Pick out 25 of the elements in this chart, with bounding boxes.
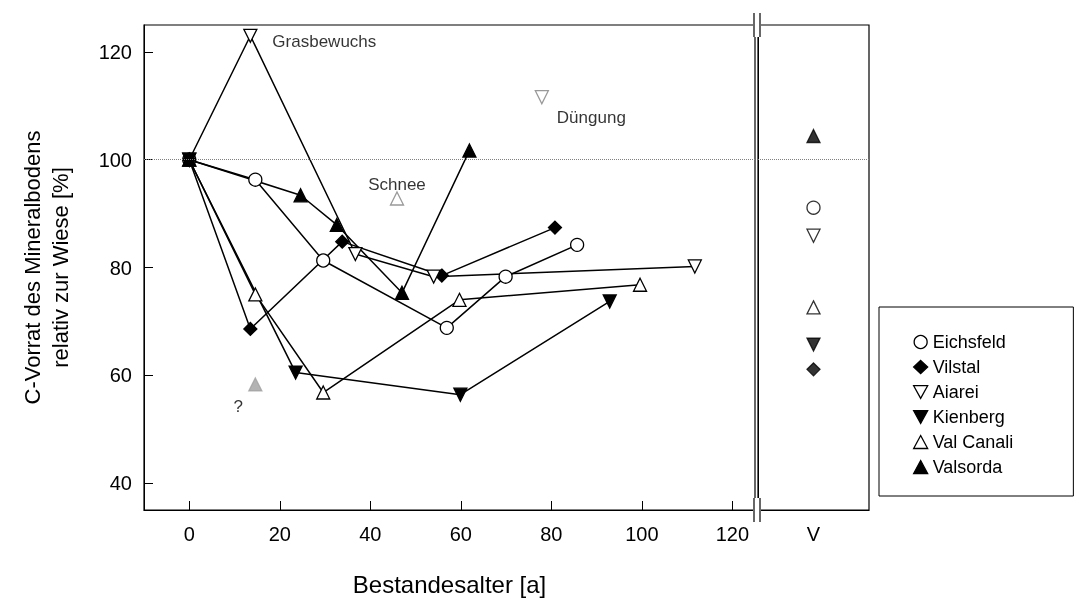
x-tick-label: 40 [359, 523, 382, 545]
annotation: ? [233, 397, 244, 417]
legend-label: Eichsfeld [932, 332, 1006, 352]
y-axis-title: C-Vorrat des Mineralbodens relativ zur Wiese [%] [19, 130, 73, 405]
legend-label: Kienberg [932, 407, 1005, 427]
x-tick-label: V [806, 523, 821, 545]
x-tick-label: 20 [268, 523, 291, 545]
annotation: Schnee [368, 174, 426, 194]
legend-label: Valsorda [932, 457, 1004, 477]
legend-label: Aiarei [932, 382, 979, 402]
annotation: Düngung [556, 107, 626, 127]
y-tick-label: 60 [109, 364, 132, 387]
y-tick-label: 40 [109, 472, 132, 495]
x-axis-title: Bestandesalter [a] [352, 570, 547, 598]
legend-label: Vilstal [932, 357, 981, 377]
y-tick-label: 120 [98, 40, 132, 63]
y-tick-label: 100 [98, 148, 132, 171]
y-tick-label: 80 [109, 256, 132, 279]
x-tick-label: 120 [715, 523, 750, 545]
x-tick-label: 80 [540, 523, 563, 545]
legend-label: Val Canali [932, 432, 1014, 452]
annotation: Grasbewuchs [272, 32, 377, 52]
x-tick-label: 0 [183, 523, 195, 545]
x-tick-label: 100 [625, 523, 659, 545]
x-tick-label: 60 [449, 523, 472, 545]
